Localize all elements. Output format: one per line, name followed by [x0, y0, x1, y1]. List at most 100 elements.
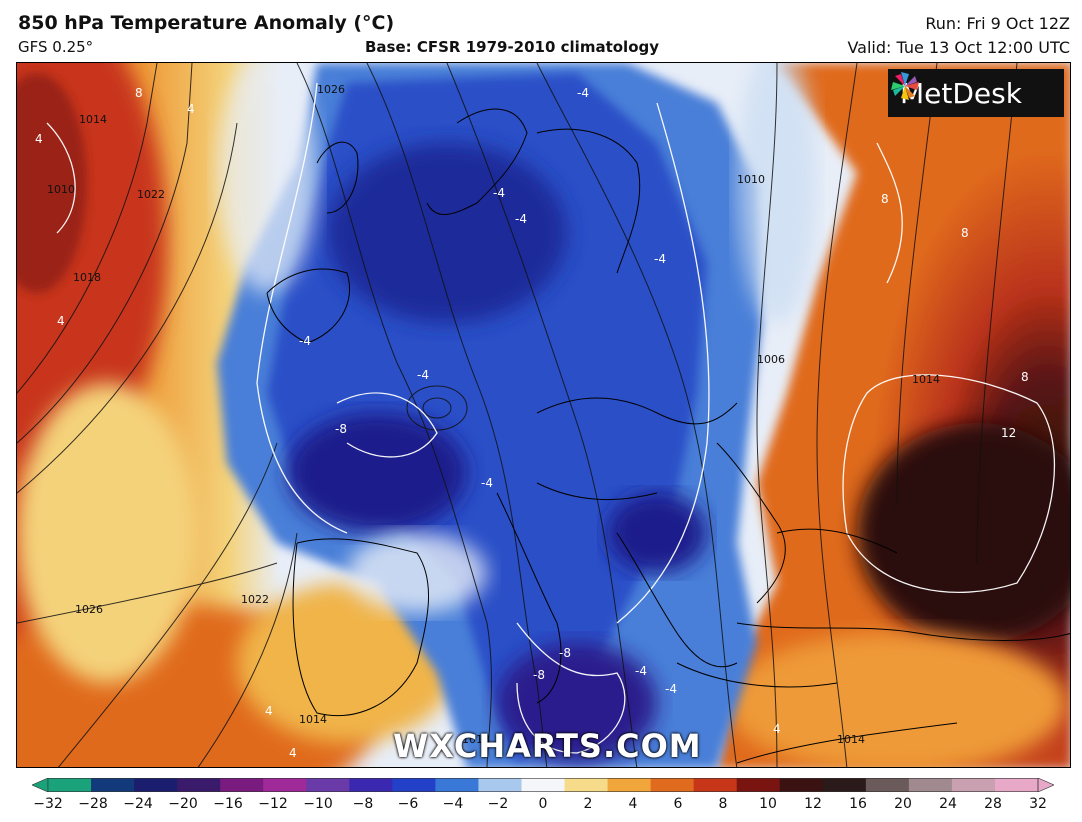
isobar-label: 1014 [912, 373, 940, 386]
colorbar-segment [478, 778, 522, 792]
isobar-label: 1006 [757, 353, 785, 366]
colorbar-tick-label: 10 [759, 796, 777, 812]
watermark: WXCHARTS.COM [393, 727, 702, 765]
anomaly-label: -4 [654, 252, 666, 266]
colorbar-arrow-right [1037, 778, 1054, 792]
anomaly-label: -4 [665, 682, 677, 696]
anomaly-label: -4 [299, 334, 311, 348]
isobar-label: 1014 [837, 733, 865, 746]
colorbar-tick-label: −20 [168, 796, 198, 812]
anomaly-label: 8 [961, 226, 969, 240]
colorbar-tick-label: 2 [583, 796, 593, 812]
colorbar-segment [607, 778, 652, 792]
isobar-label: 1014 [299, 713, 327, 726]
isobars [17, 63, 1018, 767]
metdesk-logo: MetDesk [888, 69, 1064, 117]
east-extreme-core [857, 423, 1070, 643]
anomaly-label: 12 [1001, 426, 1016, 440]
logo-text: MetDesk [900, 76, 1022, 110]
colorbar-segment [306, 778, 350, 792]
colorbar-segment [650, 778, 695, 792]
colorbar-segment [48, 778, 92, 792]
colorbar-tick-label: 6 [673, 796, 683, 812]
anomaly-label-group: 4 8 4 4 -4 -4 -4 -4 -4 -8 -4 -4 -8 -8 -4… [35, 86, 1029, 760]
anomaly-label: 4 [265, 704, 273, 718]
isobar-label: 1010 [737, 173, 765, 186]
anomaly-label: -8 [559, 646, 571, 660]
anomaly-label: 8 [135, 86, 143, 100]
colorbar-tick-label: 32 [1029, 796, 1047, 812]
anomaly-label: 4 [57, 314, 65, 328]
colorbar-tick-label: 16 [849, 796, 867, 812]
colorbar-tick-label: −24 [123, 796, 153, 812]
turkey-warm-region [727, 633, 1067, 767]
colorbar-tick-label: −16 [213, 796, 243, 812]
climatology-base-label: Base: CFSR 1979-2010 climatology [365, 38, 660, 56]
colorbar-tick-label: −8 [352, 796, 374, 812]
colorbar-segment [908, 778, 953, 792]
model-label: GFS 0.25° [18, 38, 94, 56]
anomaly-contours [46, 82, 1056, 754]
anomaly-label: -4 [417, 368, 429, 382]
colorbar-tick-label: 8 [718, 796, 728, 812]
north-sea-cold-core [327, 143, 567, 323]
transition-zone-north [217, 63, 317, 293]
colorbar-segment [263, 778, 307, 792]
isobar-label: 1026 [75, 603, 103, 616]
anomaly-label: 4 [35, 132, 43, 146]
isobar-label: 1014 [79, 113, 107, 126]
colorbar-arrow-left [32, 778, 49, 792]
colorbar-tick-label: 20 [894, 796, 912, 812]
colorbar-outline [47, 778, 1039, 792]
colorbar-segment [865, 778, 910, 792]
isobar-label-group: 1014 1010 1022 1018 1026 1026 1022 1014 … [47, 83, 940, 746]
anomaly-label: -4 [577, 86, 589, 100]
iberia-warm-region [237, 583, 457, 743]
run-time-label: Run: Fri 9 Oct 12Z [925, 14, 1070, 33]
isobar-label: 1022 [241, 593, 269, 606]
colorbar-segment [564, 778, 609, 792]
colorbar-segment [822, 778, 867, 792]
anomaly-label: 4 [773, 722, 781, 736]
map-canvas: 1014 1010 1022 1018 1026 1026 1022 1014 … [17, 63, 1070, 767]
atlantic-mild-region [17, 383, 197, 683]
colorbar-segment [779, 778, 824, 792]
anomaly-label: -8 [533, 668, 545, 682]
isobar-label: 1018 [462, 733, 490, 746]
colorbar-tick-label: −32 [33, 796, 63, 812]
anomaly-label: 4 [187, 102, 195, 116]
anomaly-label: -4 [515, 212, 527, 226]
anomaly-label: 8 [1021, 370, 1029, 384]
transition-zone-east [737, 63, 817, 323]
colorbar-tick-label: 28 [984, 796, 1002, 812]
anomaly-label: -4 [493, 186, 505, 200]
anomaly-map: 1014 1010 1022 1018 1026 1026 1022 1014 … [16, 62, 1071, 768]
colorbar-segment [951, 778, 996, 792]
colorbar-segment [693, 778, 738, 792]
colorbar-segment [177, 778, 221, 792]
colorbar-segment [220, 778, 264, 792]
colorbar-tick-label: −6 [397, 796, 419, 812]
colorbar-segment [736, 778, 781, 792]
biscay-cold-core [287, 413, 467, 533]
colorbar-ticks: −32 −28 −24 −20 −16 −12 −10 −8 −6 −4 −2 0 2 4 6 8 10 12 16… [33, 796, 1047, 818]
coastlines [266, 108, 1070, 764]
anomaly-label: 8 [881, 192, 889, 206]
colorbar-tick-label: −2 [487, 796, 509, 812]
colorbar-segment [392, 778, 436, 792]
colorbar-segment [994, 778, 1039, 792]
colorbar-tick-label: 24 [939, 796, 957, 812]
anomaly-label: -4 [635, 664, 647, 678]
isobar-label: 1026 [317, 83, 345, 96]
isobar-label: 1018 [73, 271, 101, 284]
colorbar-segment [521, 778, 566, 792]
isobar-label: 1022 [137, 188, 165, 201]
chart-title: 850 hPa Temperature Anomaly (°C) [18, 12, 395, 34]
colorbar-tick-label: 0 [538, 796, 548, 812]
colorbar-segment [91, 778, 135, 792]
colorbar-tick-label: 4 [628, 796, 638, 812]
isobar-label: 1010 [47, 183, 75, 196]
colorbar [32, 778, 1054, 792]
transition-zone-spain [347, 533, 487, 613]
valid-time-label: Valid: Tue 13 Oct 12:00 UTC [847, 38, 1070, 57]
